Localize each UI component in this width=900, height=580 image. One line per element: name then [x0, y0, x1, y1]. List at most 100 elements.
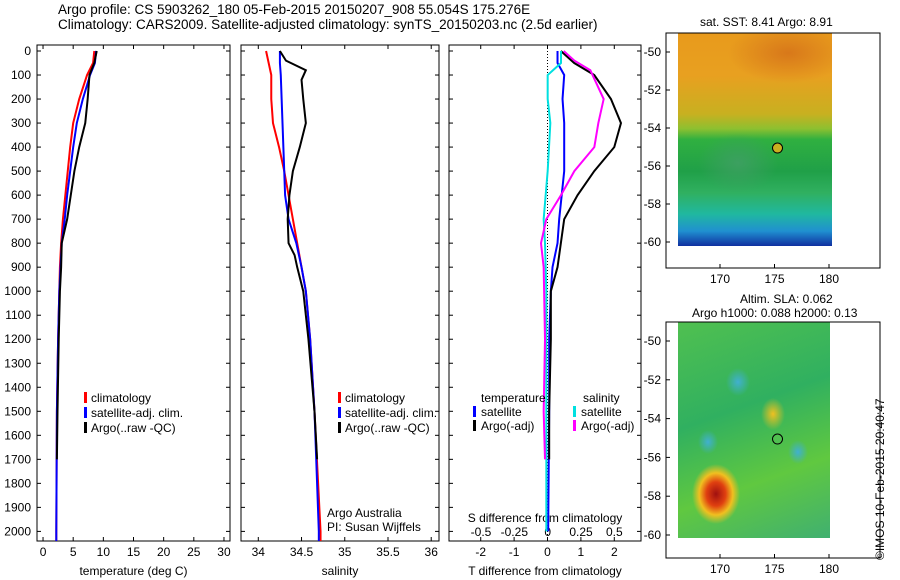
y-tick-label: 1900 [4, 500, 31, 514]
y-tick-label: 300 [11, 116, 31, 130]
legend-entry: satellite-adj. clim. [345, 406, 437, 420]
y-tick-label: 1100 [5, 308, 31, 322]
s-diff-tick-label: 0.25 [569, 525, 593, 539]
y-tick-label: -52 [644, 373, 662, 387]
y-tick-label: 100 [11, 68, 31, 82]
legend-entry: satellite [481, 405, 522, 419]
y-tick-label: 700 [11, 212, 31, 226]
x-tick-label: 10 [97, 545, 111, 559]
y-tick-label: -56 [644, 450, 662, 464]
y-tick-label: 400 [11, 140, 31, 154]
legend-swatch [573, 406, 576, 417]
legend-swatch [338, 392, 341, 403]
figure-title-line2: Climatology: CARS2009. Satellite-adjuste… [58, 17, 598, 32]
y-tick-label: 600 [11, 188, 31, 202]
legend-swatch [573, 420, 576, 431]
y-tick-label: -52 [644, 83, 662, 97]
x-tick-label: -2 [475, 545, 486, 559]
y-tick-label: -60 [644, 235, 662, 249]
legend-swatch [84, 407, 87, 418]
y-tick-label: -58 [644, 489, 662, 503]
legend-entry: climatology [91, 391, 151, 405]
x-tick-label: 15 [127, 545, 141, 559]
sla-map-subtitle: Argo h1000: 0.088 h2000: 0.13 [692, 306, 858, 320]
figure-title-line1: Argo profile: CS 5903262_180 05-Feb-2015… [58, 2, 531, 17]
legend-swatch [84, 422, 87, 433]
sla-map-axes-box [665, 321, 881, 559]
y-tick-label: -54 [644, 412, 662, 426]
panel-0-axes-box [36, 44, 231, 542]
sla-map [678, 322, 830, 538]
legend-title-salinity: salinity [583, 391, 620, 405]
y-tick-label: 1500 [4, 404, 31, 418]
s-diff-tick-label: 0.5 [606, 525, 623, 539]
legend-entry: Argo(..raw -QC) [345, 421, 430, 435]
series-line-s-argo-adj- [539, 50, 605, 460]
x-tick-label: 180 [819, 272, 839, 286]
y-tick-label: 1600 [4, 428, 31, 442]
y-tick-label: 200 [11, 92, 31, 106]
y-tick-label: 500 [11, 164, 31, 178]
series-line-t-argo-adj- [548, 50, 623, 460]
y-tick-label: 0 [24, 44, 31, 58]
legend-title-temperature: temperature [481, 391, 546, 405]
sla-argo-location-marker [772, 433, 784, 445]
y-tick-label: -60 [644, 528, 662, 542]
legend-entry: Argo(..raw -QC) [91, 421, 176, 435]
x-tick-label: 0 [40, 545, 47, 559]
x-tick-label: 5 [70, 545, 77, 559]
x-tick-label: 34.5 [290, 545, 314, 559]
annotation-text: PI: Susan Wijffels [327, 520, 421, 534]
x-tick-label: 35 [338, 545, 352, 559]
legend-entry: satellite [581, 405, 622, 419]
x-tick-label: 20 [157, 545, 171, 559]
y-tick-label: -54 [644, 121, 662, 135]
x-tick-label: 0 [544, 545, 551, 559]
sst-argo-location-marker [772, 142, 784, 154]
y-tick-label: 1800 [4, 476, 31, 490]
y-tick-label: -50 [644, 45, 662, 59]
sla-map-title: Altim. SLA: 0.062 [740, 292, 833, 306]
x-tick-label: 180 [819, 562, 839, 576]
sst-map-title: sat. SST: 8.41 Argo: 8.91 [700, 15, 833, 29]
y-tick-label: -56 [644, 159, 662, 173]
legend-entry: Argo(-adj) [481, 419, 534, 433]
x-axis-label: salinity [322, 564, 359, 578]
annotation-text: Argo Australia [327, 506, 402, 520]
x-tick-label: 175 [764, 562, 784, 576]
x-tick-label: 34 [252, 545, 266, 559]
series-line-t-satellite [547, 51, 566, 532]
legend-swatch [338, 422, 341, 433]
credit-text: ©IMOS 10-Feb-2015 20:40:47 [873, 398, 887, 560]
legend-swatch [338, 407, 341, 418]
y-tick-label: 1200 [4, 332, 31, 346]
legend-entry: Argo(-adj) [581, 419, 634, 433]
legend-entry: satellite-adj. clim. [91, 406, 183, 420]
y-tick-label: 1700 [4, 452, 31, 466]
x-tick-label: 30 [217, 545, 231, 559]
y-tick-label: 1300 [4, 356, 31, 370]
x-tick-label: 170 [710, 562, 730, 576]
x-tick-label: 25 [187, 545, 201, 559]
y-tick-label: 900 [11, 260, 31, 274]
x-tick-label: 175 [764, 272, 784, 286]
sst-map [678, 33, 832, 246]
series-line-argo-raw-qc- [55, 50, 98, 460]
panel-1-axes-box [240, 44, 440, 542]
sst-map-axes-box [665, 32, 881, 269]
s-diff-axis-label: S difference from climatology [468, 511, 623, 525]
x-tick-label: 2 [611, 545, 618, 559]
x-tick-label: 170 [710, 272, 730, 286]
legend-swatch [84, 392, 87, 403]
x-tick-label: -1 [509, 545, 520, 559]
series-line-s-satellite [542, 51, 562, 532]
s-diff-tick-label: -0.25 [501, 525, 529, 539]
y-tick-label: 1400 [4, 380, 31, 394]
x-tick-label: 1 [578, 545, 585, 559]
y-tick-label: 800 [11, 236, 31, 250]
y-tick-label: -58 [644, 197, 662, 211]
legend-entry: climatology [345, 391, 405, 405]
s-diff-tick-label: -0.5 [471, 525, 492, 539]
